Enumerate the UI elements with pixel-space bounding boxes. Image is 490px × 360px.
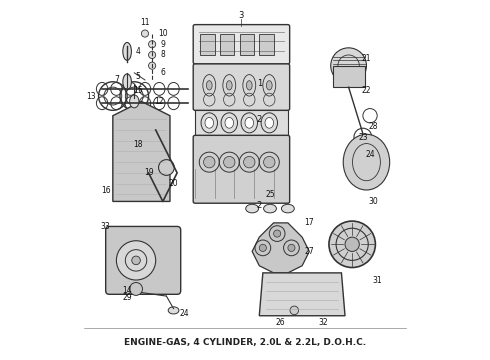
Text: 4: 4: [135, 47, 140, 56]
Text: 23: 23: [358, 132, 368, 141]
Text: 5: 5: [135, 72, 140, 81]
Bar: [200, 33, 215, 55]
Circle shape: [244, 157, 255, 168]
FancyBboxPatch shape: [193, 135, 290, 203]
Circle shape: [331, 48, 367, 84]
Ellipse shape: [265, 117, 273, 128]
Circle shape: [329, 221, 375, 267]
Text: 33: 33: [101, 222, 111, 231]
Text: 1: 1: [257, 79, 262, 88]
Ellipse shape: [246, 81, 252, 90]
Text: 24: 24: [179, 310, 189, 319]
Text: 31: 31: [372, 275, 382, 284]
Text: 28: 28: [369, 122, 378, 131]
Ellipse shape: [123, 74, 131, 90]
Circle shape: [259, 244, 267, 251]
Text: 8: 8: [160, 50, 165, 59]
Bar: [240, 33, 254, 55]
Text: 15: 15: [133, 86, 143, 95]
Text: 7: 7: [114, 76, 119, 85]
Bar: [195, 111, 288, 135]
Text: 2: 2: [257, 201, 262, 210]
Text: ENGINE-GAS, 4 CYLINDER, 2.0L & 2.2L, D.O.H.C.: ENGINE-GAS, 4 CYLINDER, 2.0L & 2.2L, D.O…: [124, 338, 366, 347]
Text: 10: 10: [158, 29, 168, 38]
Text: 32: 32: [319, 318, 328, 327]
Text: 22: 22: [362, 86, 371, 95]
Ellipse shape: [225, 117, 234, 128]
Circle shape: [223, 157, 235, 168]
Circle shape: [203, 157, 215, 168]
Text: 29: 29: [122, 293, 132, 302]
Bar: [259, 33, 273, 55]
Text: 9: 9: [160, 40, 165, 49]
Text: 30: 30: [368, 197, 378, 206]
Ellipse shape: [343, 134, 390, 190]
Text: 11: 11: [140, 18, 150, 27]
Circle shape: [159, 159, 174, 175]
Circle shape: [290, 306, 298, 315]
Circle shape: [117, 241, 156, 280]
Text: 27: 27: [304, 247, 314, 256]
Text: 21: 21: [362, 54, 371, 63]
Circle shape: [273, 230, 281, 237]
Text: 16: 16: [101, 186, 111, 195]
FancyBboxPatch shape: [193, 64, 290, 111]
Text: 24: 24: [365, 150, 375, 159]
Polygon shape: [113, 102, 170, 202]
Circle shape: [148, 41, 156, 48]
Ellipse shape: [281, 204, 294, 213]
Circle shape: [148, 51, 156, 59]
Text: 3: 3: [239, 11, 244, 20]
Circle shape: [264, 157, 275, 168]
Text: 18: 18: [133, 140, 143, 149]
Text: 26: 26: [276, 318, 286, 327]
Text: 25: 25: [265, 190, 275, 199]
Text: 17: 17: [304, 219, 314, 228]
Ellipse shape: [168, 307, 179, 314]
Circle shape: [130, 283, 143, 296]
Text: 19: 19: [144, 168, 153, 177]
Text: 14: 14: [122, 286, 132, 295]
Ellipse shape: [205, 117, 214, 128]
Polygon shape: [259, 273, 345, 316]
FancyBboxPatch shape: [106, 226, 181, 294]
Bar: [220, 33, 234, 55]
Polygon shape: [252, 223, 309, 273]
Ellipse shape: [130, 95, 139, 108]
Ellipse shape: [267, 81, 272, 90]
Ellipse shape: [245, 117, 253, 128]
Ellipse shape: [206, 81, 212, 90]
Circle shape: [148, 62, 156, 69]
Polygon shape: [333, 66, 365, 87]
Circle shape: [288, 244, 295, 251]
Circle shape: [142, 30, 148, 37]
Text: 2: 2: [257, 115, 262, 124]
Circle shape: [132, 256, 140, 265]
Text: 6: 6: [160, 68, 165, 77]
Circle shape: [345, 237, 359, 251]
Text: 20: 20: [169, 179, 178, 188]
Ellipse shape: [264, 204, 276, 213]
Ellipse shape: [123, 42, 131, 60]
Text: 12: 12: [154, 97, 164, 106]
FancyBboxPatch shape: [193, 24, 290, 64]
Text: 13: 13: [87, 91, 96, 100]
Ellipse shape: [245, 204, 259, 213]
Ellipse shape: [226, 81, 232, 90]
